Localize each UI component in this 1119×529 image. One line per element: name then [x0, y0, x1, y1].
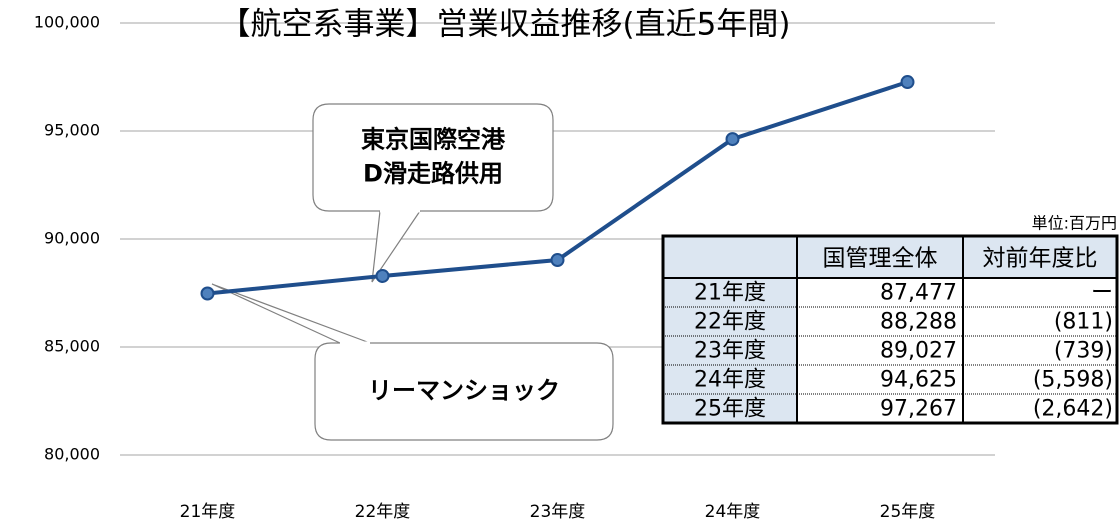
x-tick-label: 21年度	[180, 502, 236, 522]
table-cell: 88,288	[880, 310, 957, 335]
table-cell: (739)	[1054, 339, 1113, 364]
table-rowhead-bg	[663, 278, 797, 423]
y-tick-label: 90,000	[44, 229, 100, 248]
x-tick-label: 22年度	[355, 502, 411, 522]
table-row-label: 22年度	[694, 310, 766, 335]
callout: 東京国際空港 D滑走路供用	[312, 103, 554, 283]
callout-box	[312, 103, 554, 212]
table-cell: 89,027	[880, 339, 957, 364]
callout-text: 東京国際空港	[361, 126, 506, 154]
table-cell: (2,642)	[1033, 397, 1113, 422]
table-cell: ー	[1091, 281, 1113, 306]
y-tick-label: 85,000	[44, 337, 100, 356]
callout-box	[314, 342, 614, 441]
x-tick-label: 24年度	[705, 502, 761, 522]
marker	[550, 253, 565, 268]
callout-pointer	[371, 210, 421, 283]
callout-pointer	[211, 283, 371, 344]
callout-text: D滑走路供用	[363, 160, 503, 188]
y-tick-label: 100,000	[34, 13, 100, 32]
table-header-bg	[663, 236, 1117, 278]
table-border	[661, 234, 1119, 425]
marker	[900, 75, 915, 90]
y-tick-label: 95,000	[44, 121, 100, 140]
callout-text: リーマンショック	[368, 377, 560, 405]
table-body-bg	[797, 278, 1117, 423]
table-cell: 87,477	[880, 281, 957, 306]
table-unit: 単位:百万円	[1032, 214, 1117, 233]
x-tick-label: 25年度	[880, 502, 936, 522]
table-cell: 97,267	[880, 397, 957, 422]
callout: リーマンショック	[211, 283, 614, 441]
table-cell: (811)	[1054, 310, 1113, 335]
table-row-label: 21年度	[694, 281, 766, 306]
table-cell: (5,598)	[1033, 368, 1113, 393]
marker	[375, 268, 390, 283]
table-header: 国管理全体	[823, 246, 938, 272]
y-tick-label: 80,000	[44, 445, 100, 464]
table-row-label: 23年度	[694, 339, 766, 364]
table-header: 対前年度比	[983, 246, 1098, 272]
marker	[725, 132, 740, 147]
table-row-label: 25年度	[694, 397, 766, 422]
table-row-label: 24年度	[694, 368, 766, 393]
table-cell: 94,625	[880, 368, 957, 393]
chart-title: 【航空系事業】営業収益推移(直近5年間)	[220, 7, 791, 43]
marker	[200, 286, 215, 301]
x-tick-label: 23年度	[530, 502, 586, 522]
